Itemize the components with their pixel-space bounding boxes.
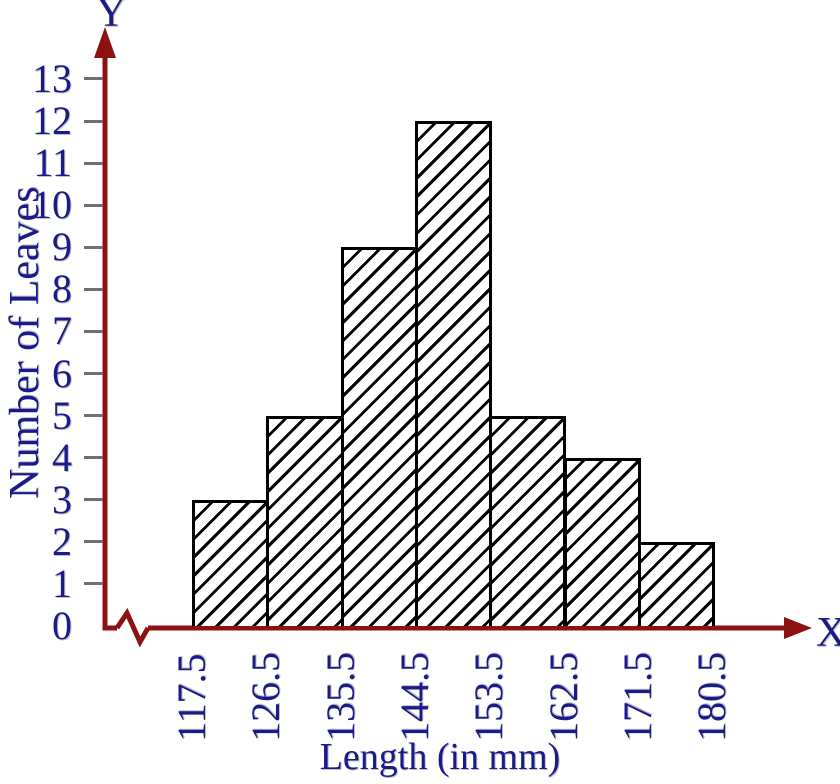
- y-axis-title: Number of Leaves: [2, 186, 48, 499]
- y-tick-label: 11: [33, 140, 72, 186]
- y-tick-label: 9: [52, 224, 72, 270]
- y-axis-tick: [84, 119, 103, 123]
- y-axis-tick: [84, 540, 103, 544]
- y-tick-label: 1: [52, 560, 72, 606]
- y-axis-tick: [84, 498, 103, 502]
- y-tick-label: 5: [52, 392, 72, 438]
- x-tick-label: 171.5: [614, 652, 660, 742]
- x-tick-label: 162.5: [540, 652, 586, 742]
- histogram-bar-117.5-126.5: [192, 499, 270, 626]
- y-axis-tick: [84, 161, 103, 165]
- histogram-bar-171.5-180.5: [637, 541, 716, 626]
- y-tick-label: 10: [32, 182, 72, 228]
- y-tick-label: 7: [52, 308, 72, 354]
- y-tick-label: 8: [52, 266, 72, 312]
- y-axis-tick: [84, 372, 103, 376]
- y-axis-letter: Y: [96, 0, 127, 36]
- y-axis-tick: [84, 582, 103, 586]
- y-axis-tick: [84, 245, 103, 249]
- y-axis-tick: [84, 203, 103, 207]
- y-tick-label: 2: [52, 518, 72, 564]
- histogram-bar-162.5-171.5: [563, 457, 641, 626]
- y-tick-label: 0: [52, 603, 72, 648]
- x-tick-label: 180.5: [689, 652, 735, 742]
- y-axis-tick: [84, 329, 103, 333]
- x-axis-title: Length (in mm): [319, 736, 561, 778]
- histogram-bar-144.5-153.5: [414, 121, 493, 626]
- x-axis-letter: X: [816, 610, 840, 656]
- y-tick-label: 4: [52, 434, 72, 480]
- y-tick-label: 3: [52, 476, 72, 522]
- x-axis-arrowhead-icon: [784, 617, 812, 639]
- x-tick-label: 153.5: [466, 652, 512, 742]
- histogram-bar-126.5-135.5: [266, 415, 344, 626]
- y-axis-tick: [84, 414, 103, 418]
- x-tick-label: 126.5: [243, 652, 289, 742]
- y-tick-label: 12: [32, 98, 72, 144]
- y-axis-tick: [84, 287, 103, 291]
- x-tick-label: 144.5: [391, 652, 437, 742]
- y-axis-tick: [84, 77, 103, 81]
- y-axis-tick: [84, 456, 103, 460]
- x-tick-label: 117.5: [169, 653, 214, 742]
- x-tick-label: 135.5: [317, 652, 363, 742]
- histogram-bar-135.5-144.5: [340, 247, 418, 626]
- axis-break-squiggle-icon: [114, 607, 151, 648]
- y-tick-label: 13: [32, 55, 72, 101]
- y-tick-label: 6: [52, 350, 72, 396]
- histogram-bar-153.5-162.5: [489, 415, 567, 626]
- y-axis-arrowhead-icon: [94, 27, 116, 58]
